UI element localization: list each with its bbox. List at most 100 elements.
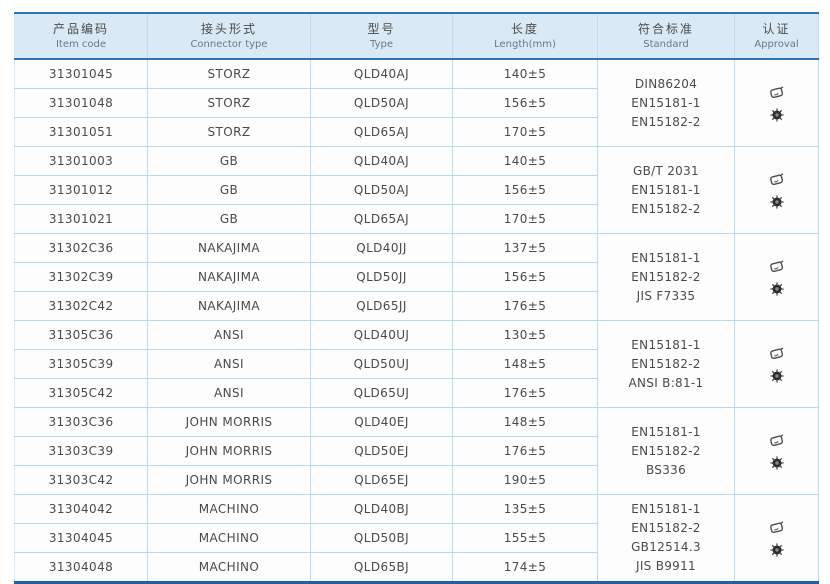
table-row: 31302C39 NAKAJIMA QLD50JJ 156±5 bbox=[14, 262, 819, 292]
connector-type-cell: GB bbox=[147, 204, 311, 234]
length-cell: 156±5 bbox=[452, 262, 598, 292]
certification-stamp-icon bbox=[768, 85, 785, 100]
table-body: 31301045 STORZ QLD40AJ 140±5 DIN86204 EN15181… bbox=[14, 59, 819, 583]
approval-cell bbox=[734, 494, 819, 583]
standard-cell: EN15181-1 EN15182-2 JIS F7335 bbox=[597, 233, 735, 321]
table-row: 31301021 GB QLD65AJ 170±5 bbox=[14, 204, 819, 234]
length-cell: 156±5 bbox=[452, 175, 598, 205]
connector-type-cell: MACHINO bbox=[147, 523, 311, 553]
approval-icons bbox=[735, 346, 818, 383]
standard-line: EN15181-1 bbox=[631, 182, 701, 197]
type-cell: QLD65EJ bbox=[310, 465, 453, 495]
type-cell: QLD50JJ bbox=[310, 262, 453, 292]
standard-line: BS336 bbox=[645, 462, 687, 477]
length-cell: 155±5 bbox=[452, 523, 598, 553]
table-row: 31302C36 NAKAJIMA QLD40JJ 137±5 EN15181-1 EN1… bbox=[14, 233, 819, 321]
length-cell: 140±5 bbox=[452, 59, 598, 89]
standard-line: GB/T 2031 bbox=[633, 163, 699, 178]
approval-cell bbox=[734, 320, 819, 408]
connector-type-cell: ANSI bbox=[147, 378, 311, 408]
standard-cell: DIN86204 EN15181-1 EN15182-2 bbox=[597, 59, 735, 147]
item-code-cell: 31301045 bbox=[14, 59, 148, 89]
header-en: Approval bbox=[754, 38, 799, 50]
table-row: 31302C42 NAKAJIMA QLD65JJ 176±5 bbox=[14, 291, 819, 321]
approval-icons bbox=[735, 259, 818, 296]
approval-icons bbox=[735, 172, 818, 209]
type-cell: QLD65UJ bbox=[310, 378, 453, 408]
certification-stamp-icon bbox=[768, 520, 785, 535]
item-code-cell: 31304048 bbox=[14, 552, 148, 583]
length-cell: 148±5 bbox=[452, 349, 598, 379]
type-cell: QLD50UJ bbox=[310, 349, 453, 379]
standard-line: DIN86204 bbox=[634, 76, 698, 91]
table-row: 31301003 GB QLD40AJ 140±5 GB/T 2031 EN15181-1… bbox=[14, 146, 819, 234]
connector-type-cell: NAKAJIMA bbox=[147, 262, 311, 292]
ship-wheel-icon bbox=[769, 368, 784, 383]
length-cell: 140±5 bbox=[452, 146, 598, 176]
approval-cell bbox=[734, 59, 819, 147]
length-cell: 170±5 bbox=[452, 204, 598, 234]
connector-type-cell: JOHN MORRIS bbox=[147, 465, 311, 495]
standard-cell: EN15181-1 EN15182-2 ANSI B:81-1 bbox=[597, 320, 735, 408]
standard-line: EN15182-2 bbox=[631, 521, 701, 535]
certification-stamp-icon bbox=[768, 346, 785, 361]
table-row: 31301012 GB QLD50AJ 156±5 bbox=[14, 175, 819, 205]
standard-line: EN15182-2 bbox=[631, 269, 701, 284]
column-header-type: 型号 Type bbox=[310, 13, 453, 60]
type-cell: QLD50EJ bbox=[310, 436, 453, 466]
type-cell: QLD50AJ bbox=[310, 88, 453, 118]
standard-cell: EN15181-1 EN15182-2 GB12514.3 JIS B9911 bbox=[597, 494, 735, 583]
standard-line: EN15181-1 bbox=[631, 250, 701, 265]
header-en: Connector type bbox=[190, 38, 268, 50]
table-header: 产品编码 Item code 接头形式 Connector type 型号 Ty… bbox=[14, 13, 819, 60]
header-en: Length(mm) bbox=[494, 38, 556, 50]
header-zh: 认证 bbox=[762, 21, 791, 36]
standard-line: EN15181-1 bbox=[631, 95, 701, 110]
item-code-cell: 31305C39 bbox=[14, 349, 148, 379]
header-zh: 型号 bbox=[367, 21, 396, 36]
connector-type-cell: MACHINO bbox=[147, 494, 311, 524]
connector-type-cell: NAKAJIMA bbox=[147, 233, 311, 263]
length-cell: 190±5 bbox=[452, 465, 598, 495]
ship-wheel-icon bbox=[769, 107, 784, 122]
item-code-cell: 31303C36 bbox=[14, 407, 148, 437]
type-cell: QLD65AJ bbox=[310, 204, 453, 234]
length-cell: 137±5 bbox=[452, 233, 598, 263]
type-cell: QLD40AJ bbox=[310, 146, 453, 176]
item-code-cell: 31301021 bbox=[14, 204, 148, 234]
connector-type-cell: ANSI bbox=[147, 320, 311, 350]
approval-icons bbox=[735, 433, 818, 470]
type-cell: QLD40AJ bbox=[310, 59, 453, 89]
table-row: 31301048 STORZ QLD50AJ 156±5 bbox=[14, 88, 819, 118]
item-code-cell: 31302C36 bbox=[14, 233, 148, 263]
connector-type-cell: JOHN MORRIS bbox=[147, 436, 311, 466]
item-code-cell: 31302C39 bbox=[14, 262, 148, 292]
type-cell: QLD40JJ bbox=[310, 233, 453, 263]
item-code-cell: 31303C42 bbox=[14, 465, 148, 495]
item-code-cell: 31304042 bbox=[14, 494, 148, 524]
ship-wheel-icon bbox=[769, 455, 784, 470]
item-code-cell: 31301051 bbox=[14, 117, 148, 147]
header-zh: 接头形式 bbox=[200, 21, 257, 36]
item-code-cell: 31301048 bbox=[14, 88, 148, 118]
header-zh: 长度 bbox=[510, 21, 539, 36]
column-header-connector-type: 接头形式 Connector type bbox=[147, 13, 311, 60]
standard-line: EN15182-2 bbox=[631, 201, 701, 216]
product-table-container: 产品编码 Item code 接头形式 Connector type 型号 Ty… bbox=[14, 12, 819, 584]
item-code-cell: 31301003 bbox=[14, 146, 148, 176]
certification-stamp-icon bbox=[768, 259, 785, 274]
connector-type-cell: STORZ bbox=[147, 59, 311, 89]
item-code-cell: 31303C39 bbox=[14, 436, 148, 466]
header-en: Item code bbox=[55, 38, 107, 50]
standard-cell: GB/T 2031 EN15181-1 EN15182-2 bbox=[597, 146, 735, 234]
product-table: 产品编码 Item code 接头形式 Connector type 型号 Ty… bbox=[14, 12, 819, 584]
connector-type-cell: NAKAJIMA bbox=[147, 291, 311, 321]
table-row: 31304042 MACHINO QLD40BJ 135±5 EN15181-1 EN15… bbox=[14, 494, 819, 583]
header-zh: 产品编码 bbox=[52, 21, 109, 36]
table-row: 31301045 STORZ QLD40AJ 140±5 DIN86204 EN15181… bbox=[14, 59, 819, 147]
type-cell: QLD65JJ bbox=[310, 291, 453, 321]
type-cell: QLD65AJ bbox=[310, 117, 453, 147]
approval-icons bbox=[735, 520, 818, 557]
item-code-cell: 31301012 bbox=[14, 175, 148, 205]
table-row: 31305C36 ANSI QLD40UJ 130±5 EN15181-1 EN15182… bbox=[14, 320, 819, 408]
